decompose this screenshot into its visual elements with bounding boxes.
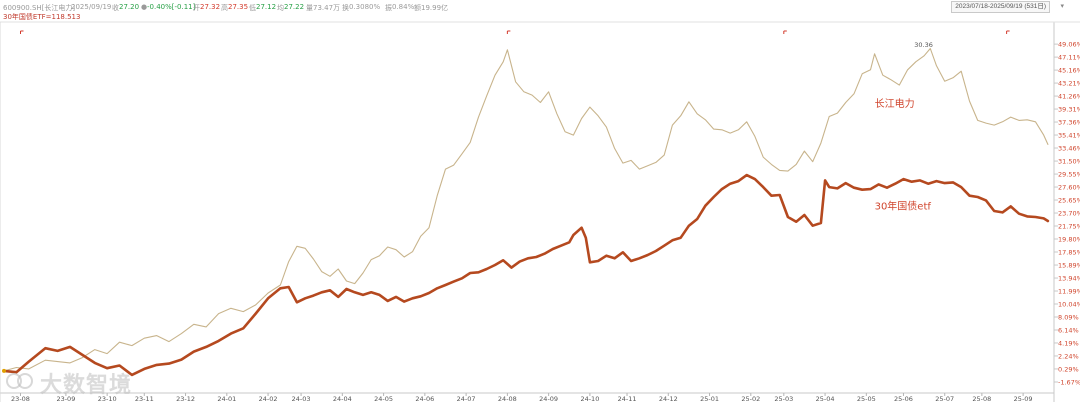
y-tick-label: 2.24% [1058,352,1079,360]
y-tick-label: 6.14% [1058,326,1079,334]
avg-label: 均 [277,4,284,12]
turn-label: 换 [342,4,349,12]
y-tick-label: 33.46% [1058,145,1080,153]
y-tick-label: 45.16% [1058,67,1080,75]
x-tick-label: 23-09 [56,395,75,402]
y-tick-label: 41.26% [1058,93,1080,101]
y-tick-label: 29.55% [1058,171,1080,179]
vol-value: 73.47万 [313,4,341,12]
high-value: 27.35 [228,3,249,11]
change-dot: ● [141,3,148,11]
x-tick-label: 24-01 [217,395,236,402]
y-tick-label: 8.09% [1058,313,1079,321]
quote-date: 2025/09/19 [71,3,112,11]
x-tick-label: 25-07 [935,395,954,402]
amp-label: 振 [385,4,392,12]
turn-value: 0.3080% [349,3,381,11]
watermark-logo-icon [6,373,33,389]
amt-value: 19.99亿 [421,4,449,12]
y-tick-label: 4.19% [1058,339,1079,347]
amt-label: 额 [414,4,421,12]
y-tick-label: 13.94% [1058,275,1080,283]
x-tick-label: 24-11 [618,395,637,402]
date-range-selector[interactable]: 2023/07/18-2025/09/19 (531日) [951,1,1050,13]
open-label: 开 [193,4,200,12]
x-tick-label: 24-10 [580,395,599,402]
x-tick-label: 24-02 [259,395,278,402]
period-marker [20,30,24,34]
x-tick-label: 25-03 [774,395,793,402]
series-annotation-label: 30年国债etf [875,200,932,213]
chevron-down-icon[interactable]: ▾ [1060,3,1064,10]
watermark-text: 大数智境 [40,373,133,398]
y-tick-label: 47.11% [1058,54,1080,62]
y-tick-label: 35.41% [1058,132,1080,140]
y-tick-label: 21.75% [1058,223,1080,231]
y-tick-label: 19.80% [1058,236,1080,244]
y-tick-label: 10.04% [1058,301,1080,309]
x-tick-label: 24-06 [415,395,434,402]
close-label: 收 [112,4,119,12]
start-point-marker [2,368,6,373]
x-tick-label: 23-08 [11,395,30,402]
vol-label: 量 [306,4,313,12]
high-label: 高 [221,4,228,12]
y-tick-label: -1.67% [1058,379,1080,387]
x-tick-label: 24-07 [457,395,476,402]
x-tick-label: 23-11 [135,395,154,402]
x-tick-label: 24-08 [498,395,517,402]
y-tick-label: 49.06% [1058,41,1080,49]
x-tick-label: 25-05 [857,395,876,402]
change-value: -0.40%[-0.11] [147,3,196,11]
x-tick-label: 25-04 [816,395,835,402]
y-tick-label: 31.50% [1058,158,1080,166]
y-tick-label: 0.29% [1058,365,1079,373]
period-marker [783,30,787,34]
y-tick-label: 23.70% [1058,210,1080,218]
x-tick-label: 24-05 [374,395,393,402]
close-value: 27.20 [119,3,140,11]
x-tick-label: 25-01 [700,395,719,402]
period-marker [506,30,511,34]
etf-legend: 30年国债ETF=118.513 [3,13,81,21]
x-tick-label: 24-09 [539,395,558,402]
period-marker [1006,30,1010,34]
peak-value-label: 30.36 [914,41,933,49]
x-tick-label: 24-04 [333,395,352,402]
series-line-stock [3,47,1049,372]
series-annotation-label: 长江电力 [875,97,915,110]
low-label: 低 [249,4,256,12]
x-tick-label: 25-06 [894,395,913,402]
avg-value: 27.22 [284,3,305,11]
x-tick-label: 25-08 [972,395,991,402]
x-tick-label: 23-10 [98,395,117,402]
low-value: 27.12 [256,3,277,11]
y-tick-label: 15.89% [1058,262,1080,270]
y-tick-label: 25.65% [1058,197,1080,205]
y-tick-label: 17.85% [1058,248,1080,256]
quote-bar: 600900.SH[长江电力] 2025/09/19 收 27.20 ● -0.… [0,0,1080,12]
x-tick-label: 23-12 [176,395,195,402]
stock-code[interactable]: 600900.SH[长江电力] [3,4,76,12]
x-tick-label: 25-02 [741,395,760,402]
y-tick-label: 43.21% [1058,80,1080,88]
x-tick-label: 24-12 [659,395,678,402]
y-tick-label: 37.36% [1058,119,1080,127]
amp-value: 0.84% [392,3,415,11]
x-tick-label: 25-09 [1014,395,1033,402]
open-value: 27.32 [200,3,221,11]
y-tick-label: 27.60% [1058,184,1080,192]
series-line-etf [2,173,1050,377]
y-tick-label: 39.31% [1058,106,1080,114]
y-tick-label: 11.99% [1058,288,1080,296]
x-tick-label: 24-03 [292,395,311,402]
